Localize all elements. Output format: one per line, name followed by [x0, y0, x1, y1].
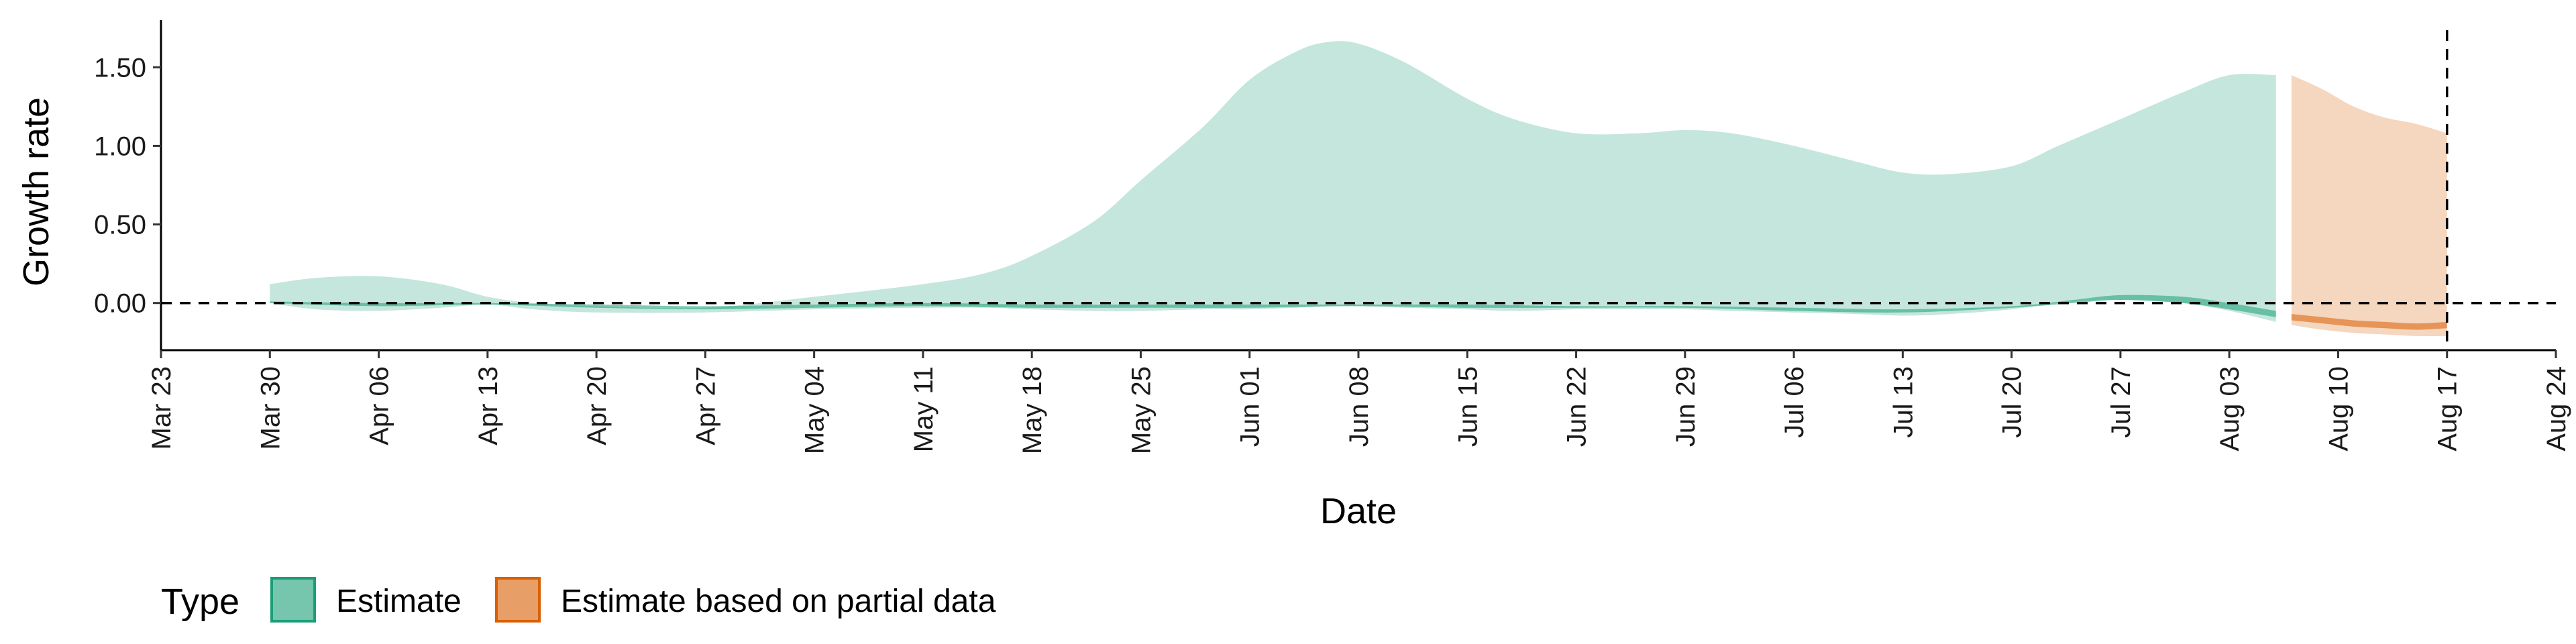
x-tick-label: Mar 30 — [256, 366, 285, 450]
x-tick-label: Jun 29 — [1671, 366, 1701, 447]
x-tick-label: Jul 27 — [2106, 366, 2136, 438]
x-tick-label: Jun 08 — [1344, 366, 1374, 447]
estimate-legend-label: Estimate — [336, 584, 462, 619]
x-tick-label: Mar 23 — [147, 366, 176, 450]
x-tick-label: Apr 20 — [582, 366, 612, 445]
x-tick-label: Apr 27 — [691, 366, 720, 445]
legend-items: Estimate Estimate based on partial data — [270, 577, 996, 623]
x-tick-label: Aug 10 — [2324, 366, 2353, 451]
x-tick-label: Apr 13 — [474, 366, 503, 445]
series-bands — [270, 41, 2447, 337]
x-tick-label: Jun 01 — [1236, 366, 1265, 447]
y-axis: 0.00 0.50 1.00 1.50 — [94, 20, 162, 350]
y-tick-label: 1.00 — [94, 131, 146, 161]
x-axis-title: Date — [1320, 491, 1397, 531]
partial-estimate-legend-swatch — [495, 577, 541, 623]
x-tick-label: Jun 22 — [1562, 366, 1592, 447]
x-tick-label: Jul 13 — [1888, 366, 1918, 438]
x-tick-label: Jul 20 — [1998, 366, 2027, 438]
y-tick-label: 0.00 — [94, 289, 146, 319]
x-tick-label: Jul 06 — [1780, 366, 1809, 438]
partial-estimate-outer-band — [2291, 75, 2447, 337]
y-axis-ticks: 0.00 0.50 1.00 1.50 — [94, 53, 161, 319]
plot-area — [161, 30, 2556, 350]
x-tick-label: Apr 06 — [365, 366, 394, 445]
x-tick-label: May 25 — [1126, 366, 1156, 454]
x-tick-label: Aug 17 — [2433, 366, 2463, 451]
x-tick-label: Jun 15 — [1453, 366, 1483, 447]
x-tick-label: May 04 — [800, 366, 830, 454]
y-axis-title: Growth rate — [16, 97, 56, 286]
x-tick-label: Aug 03 — [2215, 366, 2245, 451]
partial-estimate-legend-label: Estimate based on partial data — [561, 584, 996, 619]
y-tick-label: 0.50 — [94, 211, 146, 240]
estimate-inner-band — [270, 294, 2276, 317]
legend: Type Estimate Estimate based on partial d… — [161, 577, 996, 623]
partial-estimate-inner-band — [2291, 314, 2447, 330]
legend-title: Type — [161, 582, 239, 622]
y-tick-label: 1.50 — [94, 53, 146, 83]
x-tick-label: May 11 — [909, 366, 938, 452]
x-axis-ticks: Mar 23 Mar 30 Apr 06 Apr 13 Apr 20 Apr 27 May … — [147, 350, 2571, 454]
estimate-outer-band — [270, 41, 2276, 322]
x-tick-label: Aug 24 — [2542, 366, 2571, 451]
x-axis: Mar 23 Mar 30 Apr 06 Apr 13 Apr 20 Apr 27 May … — [147, 349, 2571, 454]
estimate-legend-swatch — [270, 577, 316, 623]
x-tick-label: May 18 — [1018, 366, 1047, 454]
